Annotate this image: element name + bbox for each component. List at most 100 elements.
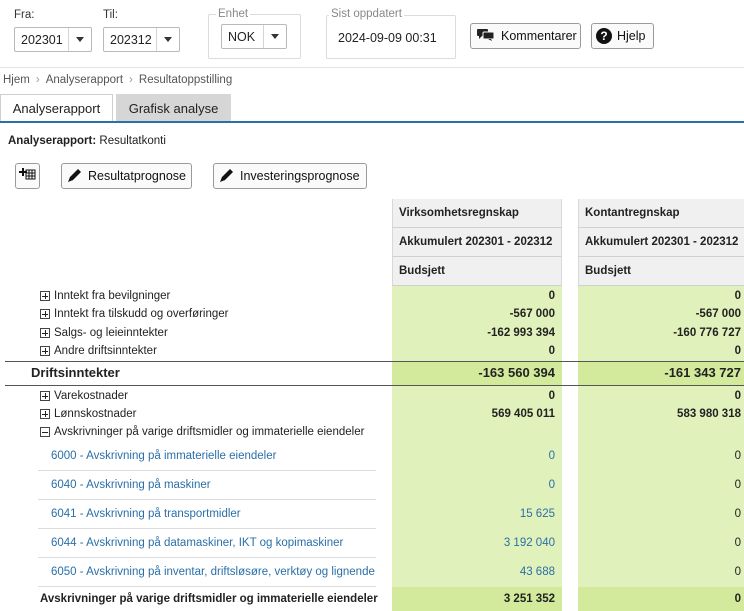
tab-label: Analyserapport <box>12 101 101 116</box>
table-row[interactable]: Salgs- og leieinntekter <box>40 326 168 340</box>
comments-label: Kommentarer <box>501 29 577 43</box>
help-icon: ? <box>596 28 612 44</box>
expand-icon[interactable] <box>40 328 50 338</box>
breadcrumb-current: Resultatoppstilling <box>138 74 233 86</box>
row-value: 0 <box>734 345 741 357</box>
total-row-label: Driftsinntekter <box>31 365 120 380</box>
subtotal-row-label: Avskrivninger på varige driftsmidler og … <box>40 593 378 605</box>
to-period-select[interactable]: 202312 <box>103 27 180 52</box>
to-period-value: 202312 <box>110 32 152 47</box>
row-value[interactable]: 0 <box>548 479 555 491</box>
column-period: Akkumulert 202301 - 202312 <box>578 228 744 257</box>
unit-select[interactable]: NOK <box>221 24 287 49</box>
table-row[interactable]: Lønnskostnader <box>40 407 136 421</box>
row-value[interactable]: 43 688 <box>519 566 555 578</box>
row-divider <box>38 557 376 558</box>
comments-button[interactable]: Kommentarer <box>470 23 581 49</box>
subtotal-value: 3 251 352 <box>503 593 555 605</box>
total-cell-bg <box>578 362 744 385</box>
comments-icon <box>477 28 495 44</box>
tab-analyserapport[interactable]: Analyserapport <box>0 94 113 122</box>
updated-label: Sist oppdatert <box>329 8 404 20</box>
table-row[interactable]: Inntekt fra bevilgninger <box>40 289 170 303</box>
help-button[interactable]: ? Hjelp <box>591 23 654 49</box>
total-value: -161 343 727 <box>664 365 741 380</box>
group-divider <box>5 385 744 386</box>
add-table-icon <box>19 167 36 185</box>
expand-icon[interactable] <box>40 391 50 401</box>
add-row-button[interactable] <box>15 163 40 189</box>
row-value: 0 <box>734 450 741 462</box>
account-link[interactable]: 6000 - Avskrivning på immaterielle eiend… <box>51 450 277 462</box>
row-value: -567 000 <box>695 308 741 320</box>
row-label: Salgs- og leieinntekter <box>54 327 168 339</box>
header-divider <box>0 67 744 68</box>
investment-label: Investeringsprognose <box>240 169 360 183</box>
table-row[interactable]: Avskrivninger på varige driftsmidler og … <box>40 425 364 439</box>
unit-fieldbox <box>208 14 301 59</box>
row-value: 583 980 318 <box>677 408 741 420</box>
row-value: -567 000 <box>509 308 555 320</box>
column-measure: Budsjett <box>392 257 562 286</box>
expand-icon[interactable] <box>40 291 50 301</box>
report-title: Analyserapport: Resultatkonti <box>8 135 166 147</box>
help-label: Hjelp <box>617 29 646 43</box>
row-label: Inntekt fra bevilgninger <box>54 290 171 302</box>
row-divider <box>38 499 376 500</box>
row-value: 0 <box>548 390 555 402</box>
to-label: Til: <box>103 9 118 21</box>
row-value: 0 <box>734 537 741 549</box>
row-value: 569 405 011 <box>491 408 555 420</box>
account-link[interactable]: 6040 - Avskrivning på maskiner <box>51 479 211 491</box>
row-value[interactable]: 3 192 040 <box>503 537 555 549</box>
forecast-label: Resultatprognose <box>88 169 186 183</box>
account-link[interactable]: 6050 - Avskrivning på inventar, driftslø… <box>51 566 375 578</box>
subtotal-cell-bg <box>392 587 562 611</box>
breadcrumb-home[interactable]: Hjem <box>3 74 30 86</box>
column-title: Kontantregnskap <box>578 199 744 228</box>
updated-value: 2024-09-09 00:31 <box>338 31 437 45</box>
row-divider <box>38 528 376 529</box>
pencil-icon <box>67 167 83 186</box>
chevron-down-icon <box>68 28 91 51</box>
investment-button[interactable]: Investeringsprognose <box>213 163 367 189</box>
row-label: Andre driftsinntekter <box>54 345 157 357</box>
breadcrumb: Hjem › Analyserapport › Resultatoppstill… <box>3 74 232 86</box>
chevron-down-icon <box>263 25 286 48</box>
from-period-value: 202301 <box>21 32 63 47</box>
row-value: 0 <box>734 479 741 491</box>
report-title-bold: Analyserapport: <box>8 135 97 147</box>
total-value: -163 560 394 <box>478 365 555 380</box>
from-period-select[interactable]: 202301 <box>14 27 92 52</box>
subtotal-cell-bg <box>578 587 744 611</box>
expand-icon[interactable] <box>40 346 50 356</box>
row-value[interactable]: 15 625 <box>519 508 555 520</box>
row-value: -160 776 727 <box>673 327 741 339</box>
report-title-rest: Resultatkonti <box>99 135 166 147</box>
account-link[interactable]: 6041 - Avskrivning på transportmidler <box>51 508 241 520</box>
chevron-right-icon: › <box>35 74 40 86</box>
breadcrumb-report[interactable]: Analyserapport <box>45 74 124 86</box>
tab-label: Grafisk analyse <box>128 100 219 116</box>
value-column-bg <box>392 286 562 611</box>
expand-icon[interactable] <box>40 409 50 419</box>
table-row[interactable]: Varekostnader <box>40 389 128 403</box>
table-row[interactable]: Inntekt fra tilskudd og overføringer <box>40 307 229 321</box>
row-value: 0 <box>734 566 741 578</box>
subtotal-value: 0 <box>734 593 741 605</box>
row-value: 0 <box>548 345 555 357</box>
collapse-icon[interactable] <box>40 427 50 437</box>
table-row[interactable]: Andre driftsinntekter <box>40 344 157 358</box>
forecast-button[interactable]: Resultatprognose <box>61 163 192 189</box>
group-divider <box>5 361 744 362</box>
row-value[interactable]: 0 <box>548 450 555 462</box>
column-measure: Budsjett <box>578 257 744 286</box>
unit-label: Enhet <box>216 8 251 20</box>
expand-icon[interactable] <box>40 309 50 319</box>
column-header-kontant: Kontantregnskap Akkumulert 202301 - 2023… <box>578 199 744 286</box>
from-label: Fra: <box>14 9 35 21</box>
account-link[interactable]: 6044 - Avskrivning på datamaskiner, IKT … <box>51 537 344 549</box>
row-label: Avskrivninger på varige driftsmidler og … <box>54 426 365 438</box>
row-label: Lønnskostnader <box>54 408 137 420</box>
tab-grafisk-analyse[interactable]: Grafisk analyse <box>116 94 231 122</box>
